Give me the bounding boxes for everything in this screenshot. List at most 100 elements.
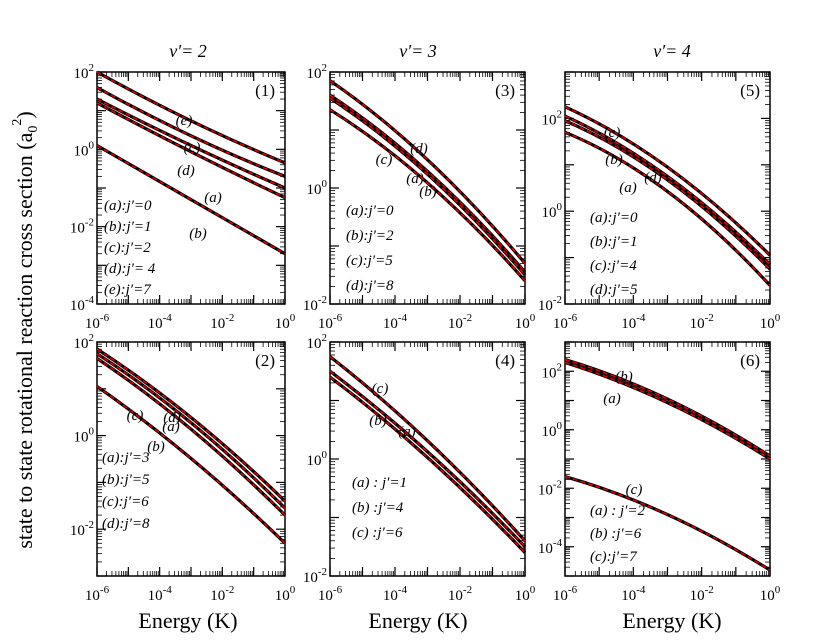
panel-4: 10-6 10-4 10-2 10010-2100102(a)(b)(c)(4)(a)… <box>303 332 536 604</box>
x-tick-label: 10-6 <box>553 584 578 604</box>
curve-label: (d) <box>163 410 181 426</box>
x-tick-label: 10-4 <box>148 584 173 604</box>
series-line-red <box>329 109 526 282</box>
series-line-red <box>96 98 286 189</box>
curve-label: (b) <box>189 226 207 242</box>
legend-entry: (b) :j′=4 <box>352 500 404 516</box>
y-axis-label: state to state rotational reaction cross… <box>10 111 41 548</box>
y-tick-label: 100 <box>542 420 563 440</box>
series-line-red <box>329 94 526 273</box>
y-tick-label: 100 <box>74 139 95 159</box>
curve-label: (a) <box>162 419 180 435</box>
y-tick-label: 10-2 <box>70 519 94 539</box>
legend-entry: (a):j′=0 <box>590 210 638 226</box>
legend-entry: (d):j′=5 <box>590 282 638 298</box>
panel-number: (1) <box>255 81 275 100</box>
series-line-red <box>96 357 286 516</box>
curve-label: (d) <box>644 170 662 186</box>
panel-number: (5) <box>740 81 760 100</box>
series-line-red <box>96 353 286 509</box>
x-tick-label: 100 <box>515 584 536 604</box>
legend-entry: (b):j′=2 <box>346 228 394 244</box>
series-line-red <box>564 131 771 286</box>
series-line-red <box>329 97 526 276</box>
y-tick-label: 10-4 <box>70 294 95 314</box>
panel-number: (6) <box>740 351 760 370</box>
x-tick-label: 10-2 <box>210 312 234 332</box>
series-line-red <box>329 355 526 542</box>
series-line-red <box>96 71 286 164</box>
legend-entry: (a):j′=0 <box>346 203 394 219</box>
x-tick-label: 100 <box>275 312 296 332</box>
x-tick-label: 100 <box>515 312 536 332</box>
y-tick-label: 100 <box>74 426 95 446</box>
legend-entry: (b):j′=5 <box>102 472 150 488</box>
panel-1: 10-6 10-4 10-2 10010-410-2100102(a)(b)(c)(d… <box>70 62 296 332</box>
series-line-red <box>96 385 286 544</box>
x-tick-label: 10-6 <box>553 312 578 332</box>
column-title-v2: v′= 2 <box>169 41 207 61</box>
y-tick-label: 102 <box>307 332 328 352</box>
y-tick-label: 102 <box>542 108 563 128</box>
y-tick-label: 10-2 <box>303 294 327 314</box>
curve-label: (d) <box>177 163 195 179</box>
series-line-red <box>564 475 771 571</box>
y-tick-label: 102 <box>307 62 328 82</box>
curve-label: (b) <box>615 369 633 385</box>
series-line-red <box>329 376 526 554</box>
panel-2: 10-6 10-4 10-2 100 10-2 100 102 (a) (b)(c) (d) (2)… <box>70 332 296 604</box>
series-line-red <box>564 119 771 270</box>
legend-entry: (b) :j′=6 <box>590 526 642 542</box>
panel-6: 10-6 10-4 10-2 100 10-4 10-2 100 102 (a) (b) (c) (6… <box>538 341 781 604</box>
y-tick-label: 100 <box>307 449 328 469</box>
panel-number: (3) <box>495 81 515 100</box>
curve-label: (b) <box>147 439 165 455</box>
curve-label: (b) <box>369 413 387 429</box>
y-tick-label: 10-2 <box>538 478 562 498</box>
x-tick-label: 10-2 <box>210 584 234 604</box>
legend-entry: (a) : j′=1 <box>352 475 407 491</box>
series-line-black <box>564 360 771 461</box>
curve-label: (a) <box>204 190 222 206</box>
curve-label: (c) <box>184 140 201 156</box>
curve-label: (e) <box>176 113 193 129</box>
x-axis-label-col2: Energy (K) <box>368 608 467 633</box>
panel-3: 10-6 10-4 10-2 10010-2100102(a)(b)(c)(d)(3)… <box>303 62 536 332</box>
x-tick-label: 100 <box>760 584 781 604</box>
y-tick-label: 102 <box>74 332 95 352</box>
y-tick-label: 100 <box>542 201 563 221</box>
legend-entry: (d):j′=8 <box>346 278 394 294</box>
curve-label: (b) <box>419 184 437 200</box>
curve-label: (b) <box>605 152 623 168</box>
y-tick-label: 10-4 <box>538 537 563 557</box>
panel-number: (4) <box>495 351 515 370</box>
x-tick-label: 100 <box>760 312 781 332</box>
legend-entry: (d):j′= 4 <box>104 261 156 277</box>
series-line-red <box>329 370 526 548</box>
series-line-red <box>96 144 286 255</box>
legend-entry: (d):j′=8 <box>102 516 150 532</box>
legend-entry: (c):j′=5 <box>346 253 393 269</box>
legend-entry: (c):j′=7 <box>590 549 638 565</box>
x-tick-label: 10-6 <box>318 584 343 604</box>
legend-entry: (e):j′=7 <box>104 282 152 298</box>
panel-5: 10-6 10-4 10-2 10010-2100102(a)(b)(c)(d)(5)… <box>538 71 781 332</box>
x-tick-label: 10-2 <box>448 312 472 332</box>
series-line-red <box>564 361 771 460</box>
series-line-red <box>96 102 286 199</box>
legend-entry: (a):j′=0 <box>104 198 152 214</box>
x-axis-label-col1: Energy (K) <box>138 608 237 633</box>
legend-entry: (b):j′=1 <box>590 234 638 250</box>
column-title-v3: v′= 3 <box>399 41 437 61</box>
x-tick-label: 10-4 <box>383 584 408 604</box>
legend-entry: (c):j′=2 <box>104 240 151 256</box>
x-tick-label: 100 <box>275 584 296 604</box>
y-tick-label: 10-2 <box>70 217 94 237</box>
x-tick-label: 10-6 <box>85 312 110 332</box>
y-tick-label: 10-2 <box>538 294 562 314</box>
y-tick-label: 102 <box>74 62 95 82</box>
x-tick-label: 10-4 <box>383 312 408 332</box>
legend-entry: (c):j′=6 <box>102 494 149 510</box>
legend-entry: (c):j′=4 <box>590 258 637 274</box>
